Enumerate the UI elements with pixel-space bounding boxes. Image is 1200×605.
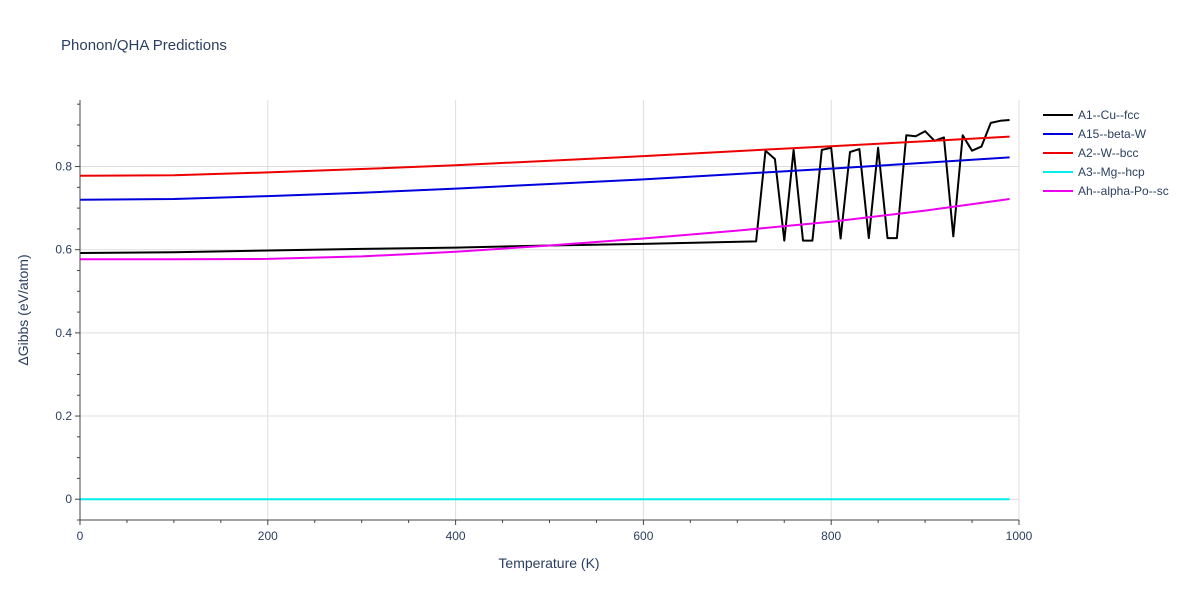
y-axis-title: ΔGibbs (eV/atom) bbox=[15, 254, 31, 365]
x-tick-label: 200 bbox=[258, 529, 278, 543]
legend-label: A3--Mg--hcp bbox=[1078, 165, 1145, 179]
axes: 0 200 400 600 800 1000 0 0.2 0.4 0.6 0.8 bbox=[55, 100, 1033, 543]
legend-label: A15--beta-W bbox=[1078, 127, 1147, 141]
series-line-a2-w-bcc bbox=[79, 135, 1010, 177]
y-tick-label: 0.8 bbox=[55, 160, 72, 174]
series-line-a15-beta-w bbox=[79, 156, 1010, 201]
x-tick-label: 800 bbox=[821, 529, 841, 543]
y-tick-label: 0.2 bbox=[55, 409, 72, 423]
x-tick-label: 400 bbox=[446, 529, 466, 543]
y-tick-label: 0.4 bbox=[55, 326, 72, 340]
x-tick-label: 600 bbox=[633, 529, 653, 543]
legend-label: A2--W--bcc bbox=[1078, 146, 1138, 160]
legend-label: Ah--alpha-Po--sc bbox=[1078, 184, 1169, 198]
legend: A1--Cu--fcc A15--beta-W A2--W--bcc A3--Mg--… bbox=[1043, 108, 1169, 198]
x-tick-label: 1000 bbox=[1006, 529, 1033, 543]
x-axis-title: Temperature (K) bbox=[498, 555, 599, 571]
chart-title: Phonon/QHA Predictions bbox=[61, 37, 227, 54]
y-tick-label: 0.6 bbox=[55, 243, 72, 257]
x-tick-label: 0 bbox=[77, 529, 84, 543]
legend-label: A1--Cu--fcc bbox=[1078, 108, 1139, 122]
series-line-ah-alpha-po-sc bbox=[80, 198, 1010, 261]
grid bbox=[80, 100, 1020, 520]
plot-area bbox=[79, 119, 1010, 501]
series-line-a1-cu-fcc bbox=[79, 119, 1010, 254]
y-tick-label: 0 bbox=[65, 492, 72, 506]
